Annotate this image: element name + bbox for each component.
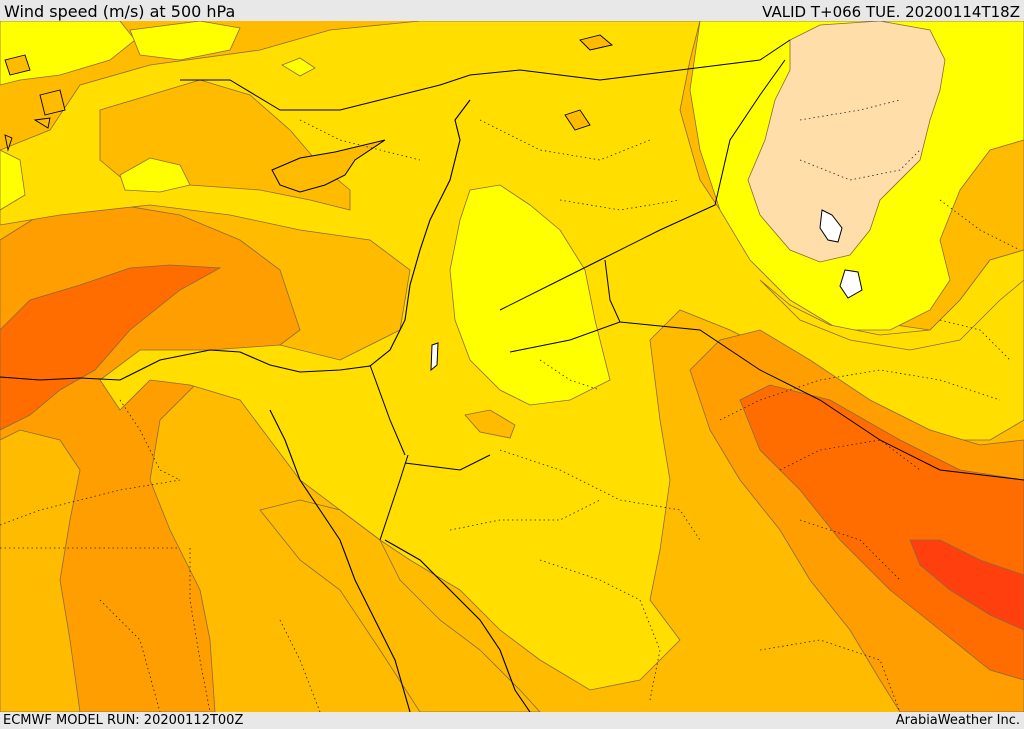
aegean-islands [4, 34, 613, 152]
admin-boundaries [0, 99, 1021, 712]
coastline [0, 99, 471, 381]
red-sea-west-coast [269, 409, 411, 712]
lake [819, 209, 843, 243]
wind-speed-map [0, 21, 1024, 712]
header-bar: Wind speed (m/s) at 500 hPa VALID T+066 … [0, 0, 1024, 21]
field-west-strip [0, 429, 81, 712]
border-egypt-israel [369, 364, 406, 456]
gulf-tip [839, 269, 863, 299]
map-canvas [0, 21, 1024, 712]
cyprus [271, 139, 386, 193]
valid-time: VALID T+066 TUE. 20200114T18Z [762, 3, 1020, 21]
border-jordan-iraq [499, 59, 786, 311]
border-sinai [404, 454, 491, 471]
field-patch-2 [281, 57, 316, 77]
field-west-yellow-edge [0, 149, 26, 211]
field-nw-yellow-2 [129, 21, 241, 61]
model-run: ECMWF MODEL RUN: 20200112T00Z [3, 713, 244, 728]
field-nw-yellow [0, 21, 136, 86]
dead-sea [430, 342, 439, 372]
field-west-red [0, 264, 222, 431]
border-syria-turkey [180, 39, 791, 111]
map-title: Wind speed (m/s) at 500 hPa [4, 2, 236, 21]
field-egypt-gold [259, 499, 541, 712]
credit: ArabiaWeather Inc. [895, 713, 1020, 728]
red-sea-east-coast [384, 539, 531, 712]
field-se-red [739, 384, 1024, 681]
field-calm-core [747, 21, 946, 263]
field-se-core [909, 539, 1024, 631]
border-saudi-iraq [619, 321, 1024, 481]
field-cyprus-yellow [119, 157, 191, 193]
footer-bar: ECMWF MODEL RUN: 20200112T00Z ArabiaWeat… [0, 712, 1024, 729]
field-east-gold [759, 140, 1024, 351]
gulf-aqaba [379, 454, 409, 541]
field-patch-1 [464, 409, 516, 439]
